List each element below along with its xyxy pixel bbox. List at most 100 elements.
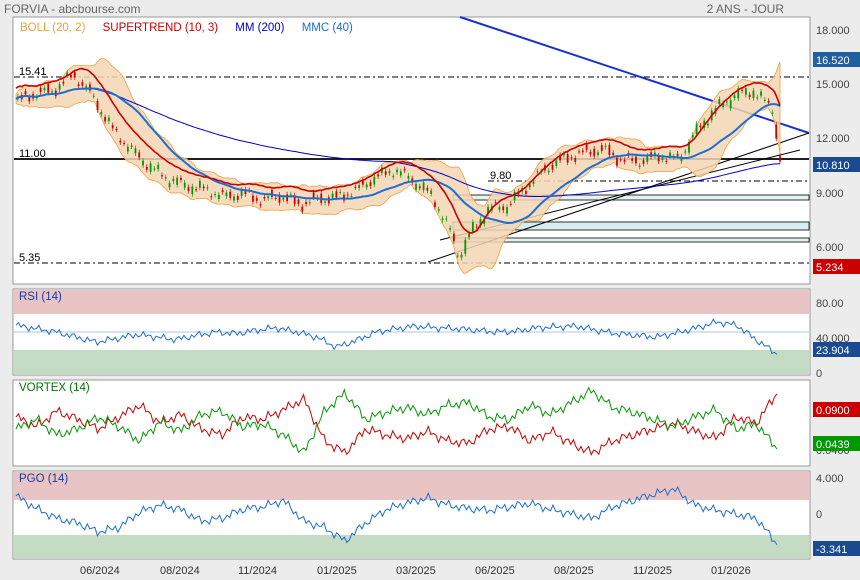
indicator-legend: BOLL (20, 2) SUPERTREND (10, 3) MM (200)… xyxy=(20,22,367,34)
rsi-panel-label: RSI (14) xyxy=(19,291,62,303)
legend-boll: BOLL (20, 2) xyxy=(20,22,86,34)
chart-period: 2 ANS - JOUR xyxy=(706,2,784,16)
rsi-tick-0: 0 xyxy=(816,368,822,380)
badge-pgo-bg xyxy=(813,541,860,556)
x-tick-01-2026: 01/2026 xyxy=(711,565,751,577)
candle-body xyxy=(308,202,311,204)
candle-body xyxy=(635,156,637,164)
rsi-oversold-zone xyxy=(14,350,809,374)
candle-body xyxy=(380,167,383,174)
price-tick-15: 15.000 xyxy=(816,79,850,91)
candle-body xyxy=(115,128,118,130)
candle-body xyxy=(733,95,736,99)
candle-body xyxy=(39,87,42,93)
level-15-41-label: 15.41 xyxy=(19,66,47,78)
candle-body xyxy=(28,97,31,102)
candle-body xyxy=(737,88,740,99)
candle-body xyxy=(729,100,732,109)
pgo-tick-4: 4.000 xyxy=(816,473,844,485)
candle-body xyxy=(608,144,611,156)
candle-body xyxy=(92,95,95,97)
x-tick-01-2025: 01/2025 xyxy=(317,565,357,577)
candle-body xyxy=(612,152,615,155)
candle-body xyxy=(236,196,239,200)
vortex-minus-path xyxy=(15,386,778,454)
x-tick-08-2024: 08/2024 xyxy=(160,565,200,577)
candle-body xyxy=(669,152,671,157)
candle-body xyxy=(161,175,163,177)
badge-last-bg xyxy=(813,157,860,172)
candle-body xyxy=(293,195,296,205)
candle-body xyxy=(62,81,65,84)
candle-body xyxy=(271,189,273,197)
badge-vortex-plus: 0.0900 xyxy=(816,405,850,417)
vortex-lines xyxy=(15,386,778,456)
candle-body xyxy=(616,157,618,166)
candle-body xyxy=(775,124,778,139)
candle-body xyxy=(589,151,592,155)
x-tick-11-2024: 11/2024 xyxy=(238,565,277,577)
candle-body xyxy=(638,165,641,167)
candle-body xyxy=(562,153,565,156)
candle-body xyxy=(437,209,440,211)
rsi-line xyxy=(15,318,778,355)
candle-body xyxy=(384,171,387,175)
candle-body xyxy=(47,83,50,93)
candle-body xyxy=(96,100,99,111)
candle-body xyxy=(172,178,175,182)
candle-body xyxy=(134,148,137,154)
candle-body xyxy=(760,91,762,96)
candle-body xyxy=(70,74,72,78)
candle-body xyxy=(551,164,554,170)
candle-body xyxy=(214,194,216,196)
candle-body xyxy=(528,183,531,188)
candle-body xyxy=(475,226,478,228)
candle-body xyxy=(335,191,338,198)
candle-body xyxy=(513,192,516,201)
candle-body xyxy=(665,160,668,162)
candle-body xyxy=(24,91,27,95)
candle-body xyxy=(574,158,577,162)
candle-body xyxy=(164,177,167,179)
candle-body xyxy=(502,206,505,211)
rsi-tick-80: 80.00 xyxy=(816,298,844,310)
candle-body xyxy=(210,196,213,198)
price-tick-9: 9.000 xyxy=(816,188,844,200)
candle-body xyxy=(684,151,687,153)
badge-low-bg xyxy=(813,259,860,274)
candle-body xyxy=(555,160,558,166)
badge-vortex-plus-bg xyxy=(813,402,860,417)
pgo-line xyxy=(15,485,778,546)
candle-body xyxy=(642,160,645,164)
candle-body xyxy=(252,195,254,202)
candle-body xyxy=(483,220,486,224)
badge-low: 5.234 xyxy=(816,262,844,274)
candle-body xyxy=(358,185,361,188)
candle-body xyxy=(206,187,209,189)
badge-high: 16.520 xyxy=(816,55,850,67)
candle-body xyxy=(581,150,584,153)
supertrend-path xyxy=(15,67,781,234)
candle-body xyxy=(81,82,84,86)
rsi-overbought-zone xyxy=(14,290,809,314)
candle-body xyxy=(422,182,425,191)
candle-body xyxy=(767,100,770,103)
candle-body xyxy=(623,159,626,162)
candle-body xyxy=(430,190,433,194)
candle-body xyxy=(593,148,596,157)
candle-body xyxy=(51,91,53,93)
pgo-overbought-zone xyxy=(14,472,809,500)
candle-body xyxy=(297,199,300,204)
candle-body xyxy=(195,189,197,191)
candle-body xyxy=(58,84,61,90)
candle-body xyxy=(100,112,103,115)
candle-body xyxy=(66,72,69,76)
candle-body xyxy=(331,193,334,198)
candle-body xyxy=(369,182,372,187)
candle-body xyxy=(145,166,148,170)
candle-body xyxy=(229,191,232,198)
candle-body xyxy=(187,187,190,191)
candle-body xyxy=(191,186,194,195)
candle-body xyxy=(255,197,258,201)
